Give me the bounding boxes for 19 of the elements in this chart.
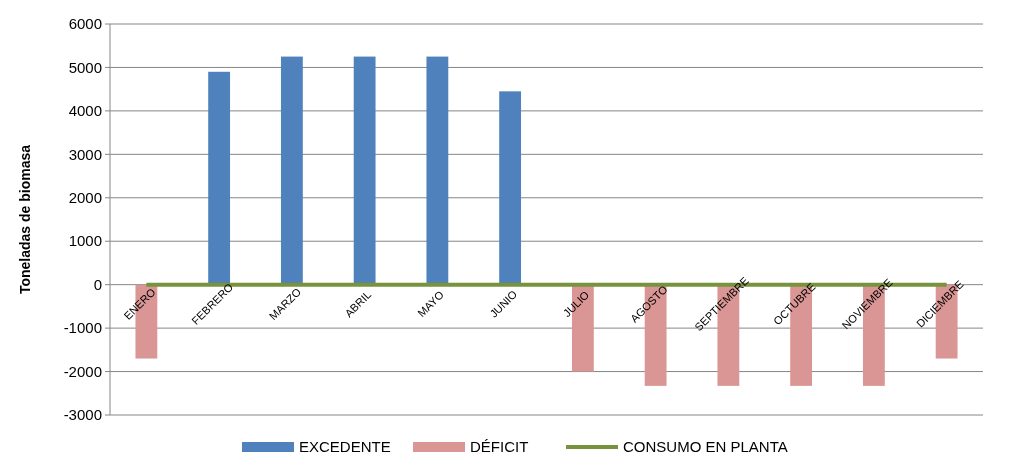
y-tick-label: 3000 [68, 145, 102, 163]
y-tick-label: -2000 [63, 362, 102, 380]
y-tick-label: 4000 [68, 102, 102, 120]
legend-label: EXCEDENTE [299, 438, 391, 455]
bar [499, 91, 522, 285]
bar [353, 56, 376, 285]
y-axis-title: Toneladas de biomasa [17, 144, 33, 295]
legend-label: CONSUMO EN PLANTA [623, 438, 788, 455]
bar [426, 56, 449, 285]
y-tick-label: 1000 [68, 232, 102, 250]
bar [208, 71, 231, 285]
legend-label: DÉFICIT [470, 438, 529, 455]
bar [280, 56, 303, 285]
y-tick-label: -1000 [63, 319, 102, 337]
y-tick-label: -3000 [63, 406, 102, 424]
y-tick-label: 2000 [68, 189, 102, 207]
y-tick-label: 5000 [68, 58, 102, 76]
y-tick-label: 6000 [68, 15, 102, 33]
y-tick-label: 0 [93, 275, 102, 293]
